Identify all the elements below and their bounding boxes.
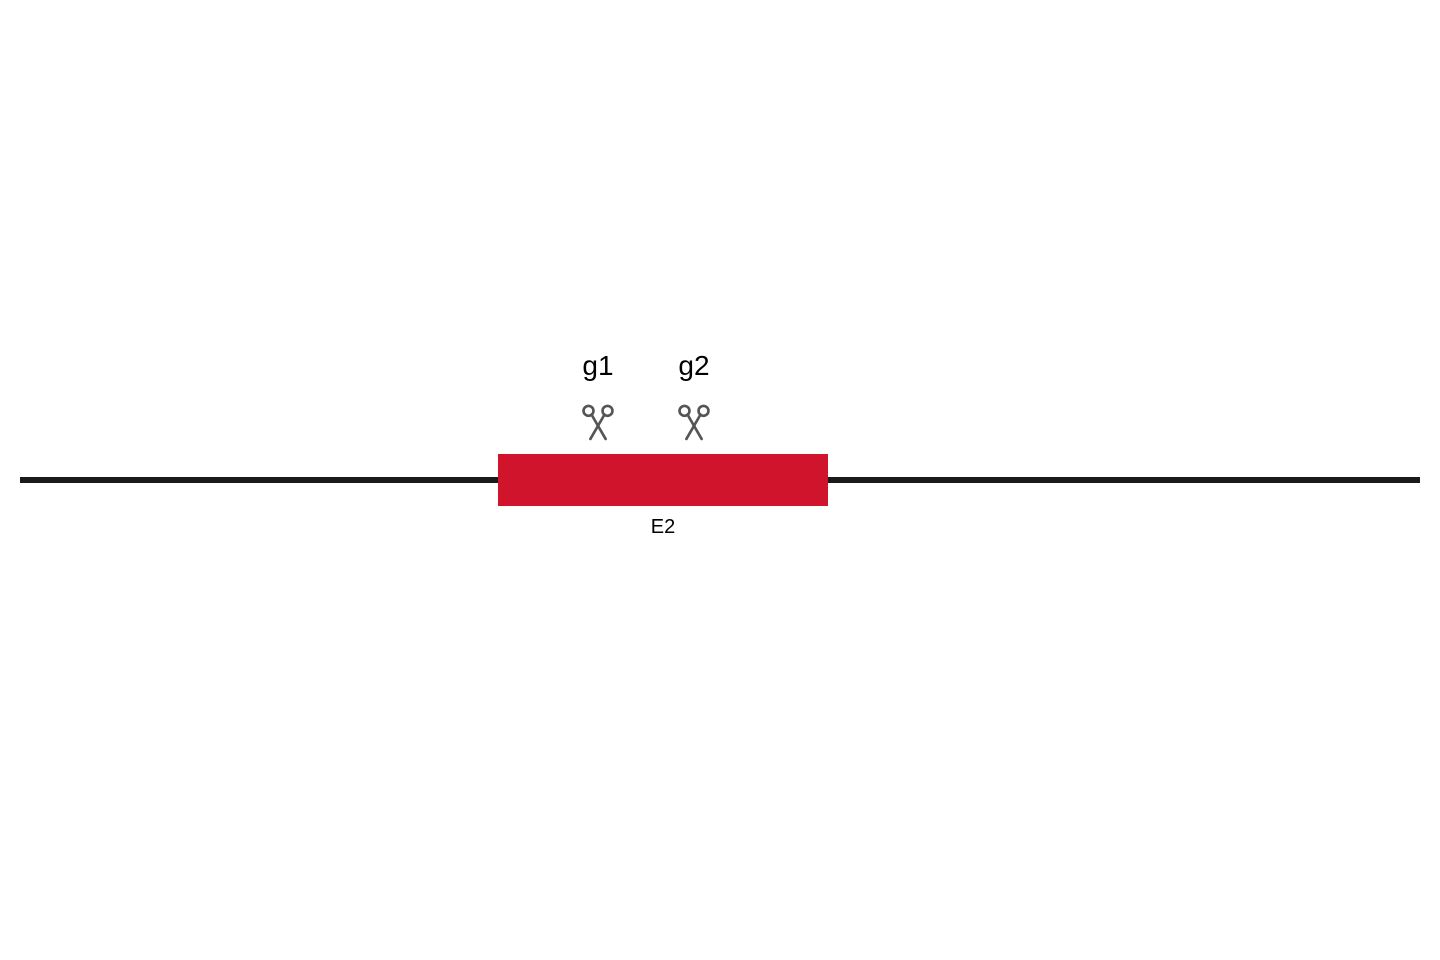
intron-line-right xyxy=(828,477,1420,483)
scissors-icon xyxy=(579,404,617,442)
intron-line-left xyxy=(20,477,498,483)
exon-box xyxy=(498,454,828,506)
cut-label-g2: g2 xyxy=(674,350,714,382)
scissors-icon xyxy=(675,404,713,442)
gene-diagram: E2 g1 g2 xyxy=(0,0,1440,960)
exon-label: E2 xyxy=(643,516,683,539)
cut-label-g1: g1 xyxy=(578,350,618,382)
